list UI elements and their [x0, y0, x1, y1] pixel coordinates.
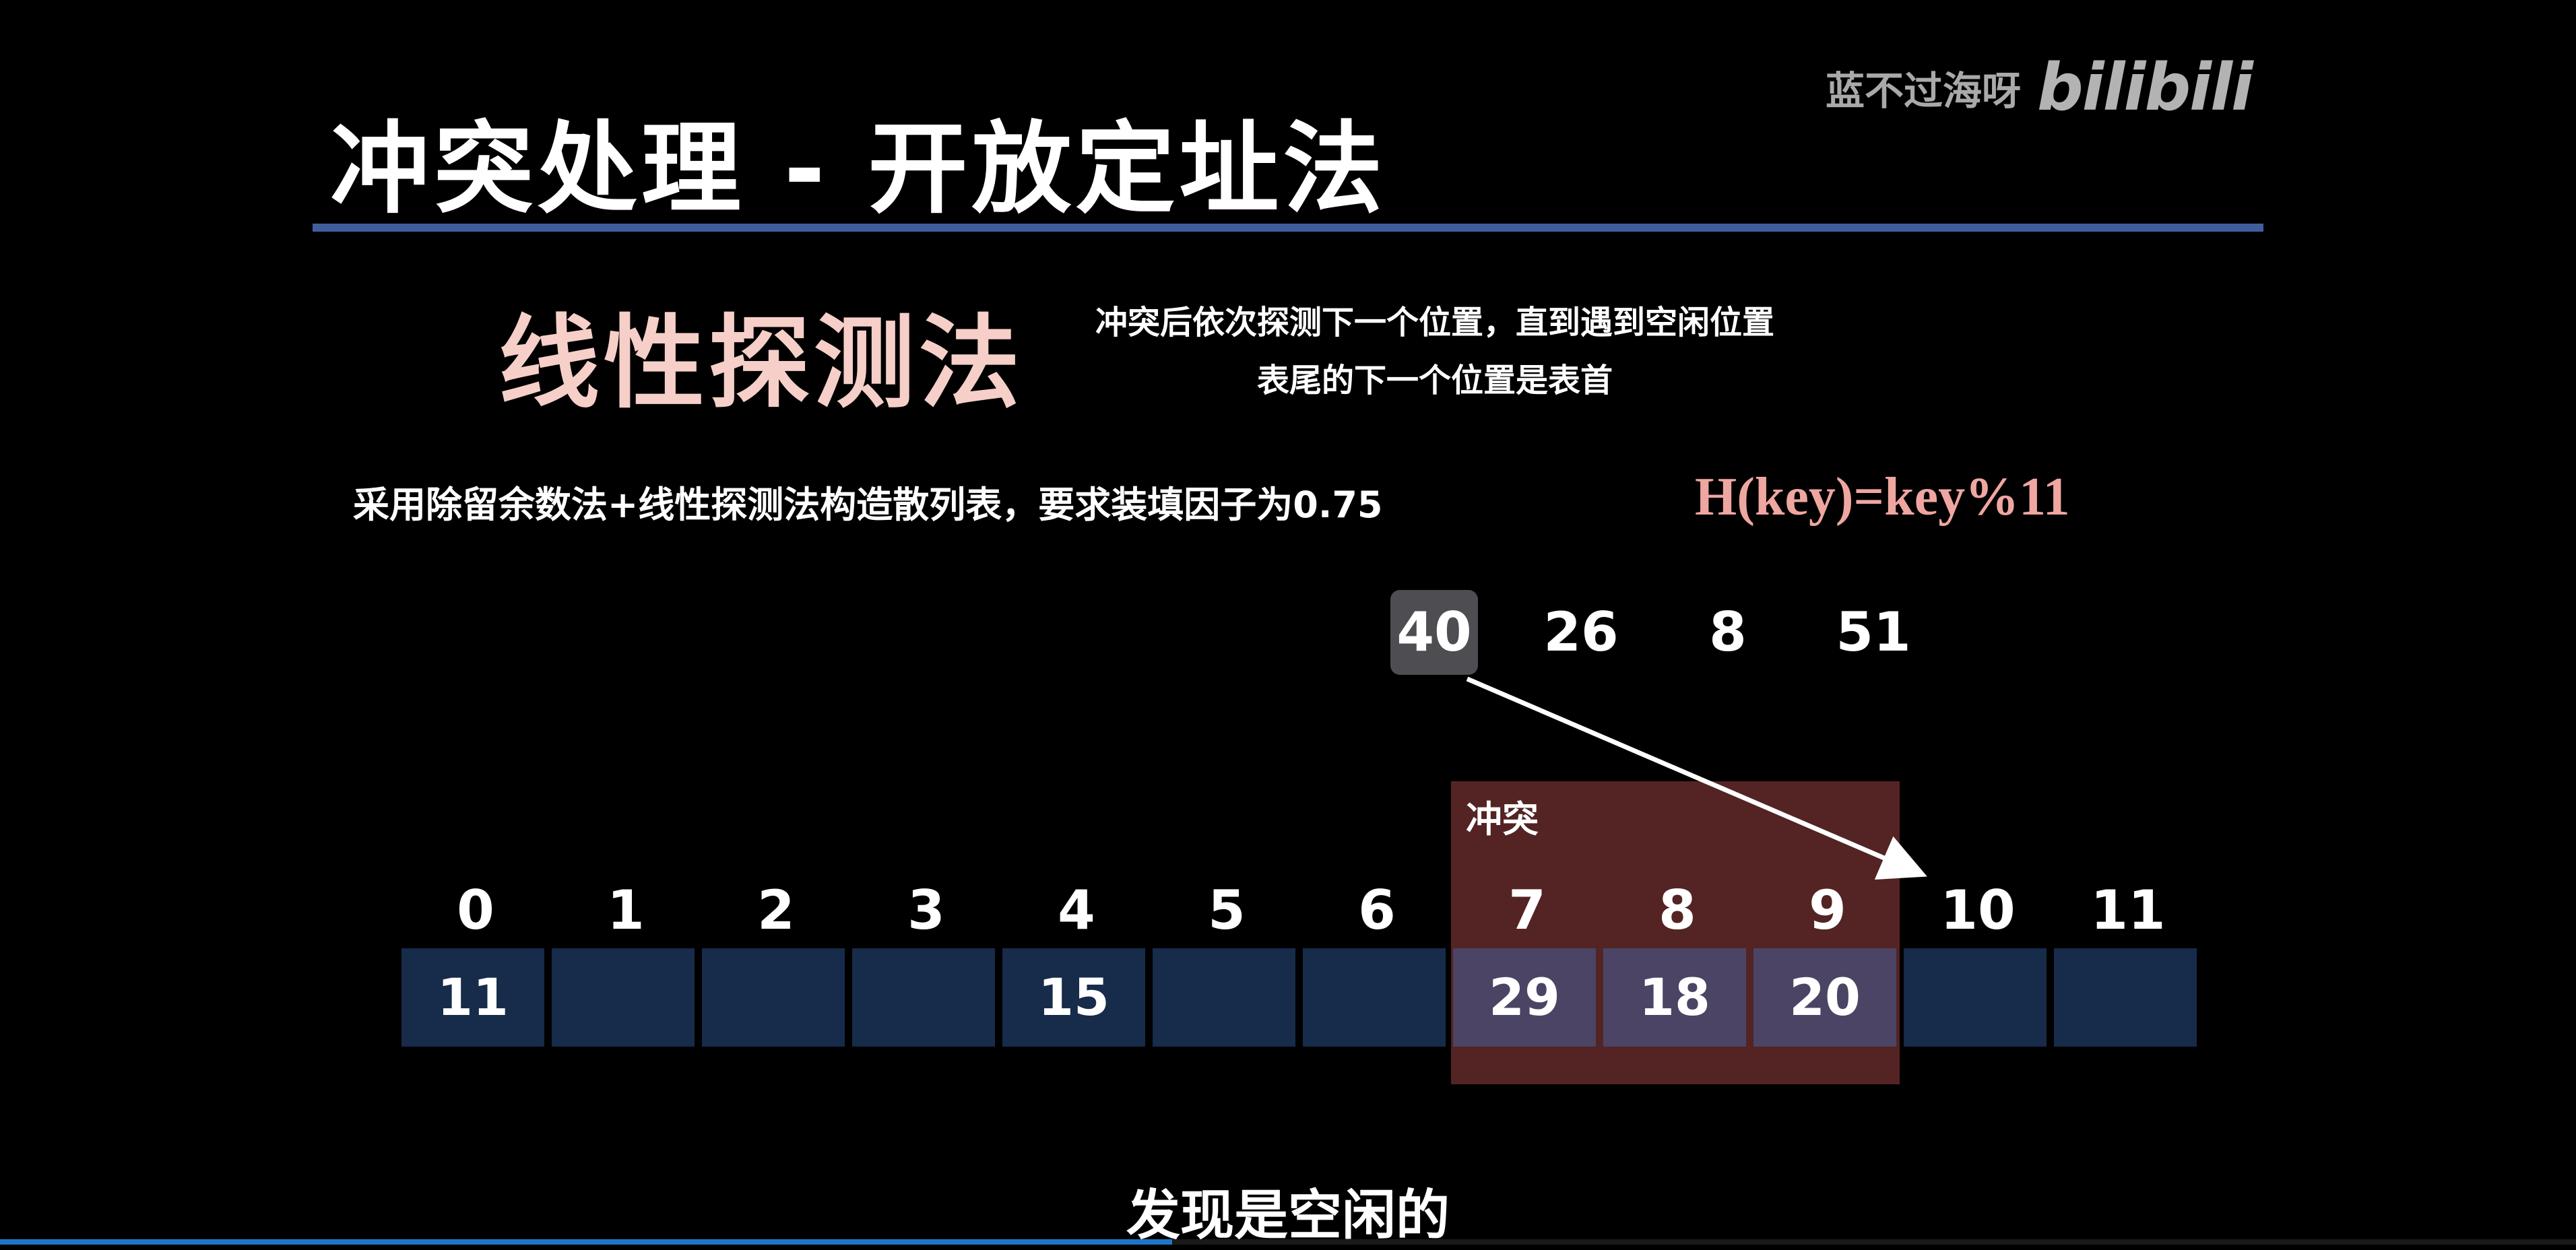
conflict-label: 冲突 — [1466, 798, 1539, 841]
table-index: 11 — [2090, 879, 2166, 942]
method-desc-line-2: 表尾的下一个位置是表首 — [1256, 362, 1613, 399]
table-index: 10 — [1906, 873, 2049, 947]
video-progress-fill — [0, 1239, 1172, 1245]
table-index: 2 — [757, 879, 795, 942]
key-item: 8 — [1709, 601, 1747, 663]
table-index: 5 — [1208, 879, 1246, 942]
table-index: 8 — [1659, 879, 1696, 942]
key-item: 51 — [1836, 601, 1911, 663]
table-cell — [852, 948, 995, 1047]
video-progress-bar[interactable] — [0, 1239, 2576, 1245]
watermark: 蓝不过海呀 bilibili — [1826, 50, 2253, 125]
table-cell: 20 — [1753, 948, 1896, 1047]
key-item: 40 — [1390, 590, 1478, 675]
bilibili-logo-icon: bilibili — [2037, 50, 2253, 125]
table-cell — [2054, 948, 2197, 1047]
table-index: 6 — [1358, 879, 1396, 942]
table-cell: 18 — [1603, 948, 1746, 1047]
problem-statement: 采用除留余数法+线性探测法构造散列表，要求装填因子为0.75 — [353, 484, 1383, 526]
table-index: 1 — [607, 879, 645, 942]
watermark-author: 蓝不过海呀 — [1826, 68, 2022, 114]
table-index: 7 — [1508, 879, 1546, 942]
table-cell — [1303, 948, 1446, 1047]
method-desc-line-1: 冲突后依次探测下一个位置，直到遇到空闲位置 — [1095, 304, 1774, 341]
method-title: 线性探测法 — [498, 305, 1025, 422]
title-divider — [313, 224, 2263, 232]
video-subtitle: 发现是空闲的 — [1126, 1184, 1450, 1247]
table-cell — [552, 948, 695, 1047]
hash-formula: H(key)=key%11 — [1695, 467, 2070, 527]
key-item: 26 — [1543, 601, 1619, 663]
table-cell — [1904, 948, 2047, 1047]
table-index: 3 — [907, 879, 945, 942]
table-cell: 11 — [401, 948, 544, 1047]
table-cell — [702, 948, 845, 1047]
slide-title: 冲突处理 - 开放定址法 — [330, 111, 1387, 227]
table-cell: 15 — [1002, 948, 1145, 1047]
table-index: 4 — [1058, 879, 1095, 942]
method-description: 冲突后依次探测下一个位置，直到遇到空闲位置 表尾的下一个位置是表首 — [1051, 294, 1819, 409]
table-cell: 29 — [1453, 948, 1596, 1047]
table-index: 0 — [457, 879, 494, 942]
table-index: 9 — [1809, 879, 1846, 942]
table-cell — [1153, 948, 1295, 1047]
